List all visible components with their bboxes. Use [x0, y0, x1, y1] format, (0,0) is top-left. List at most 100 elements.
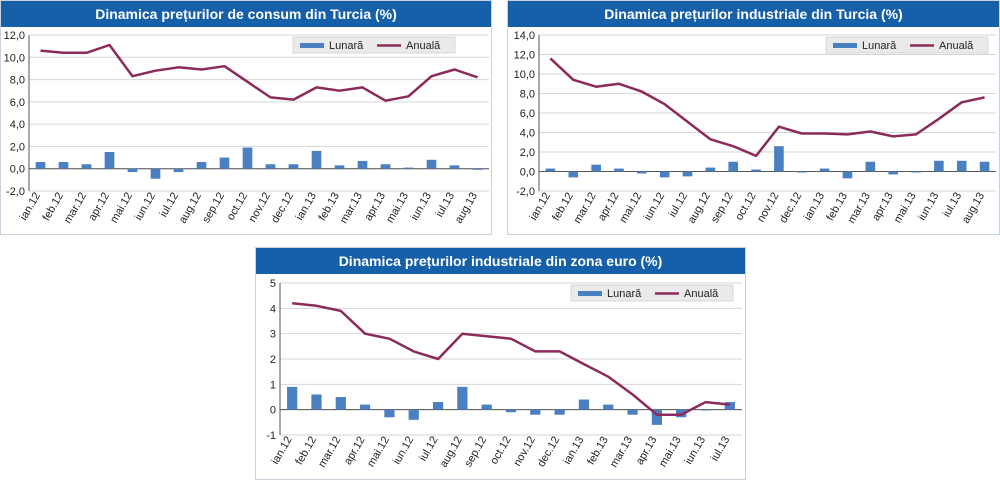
bar-lunara [614, 168, 624, 172]
x-tick-label: mar.13 [846, 191, 873, 226]
chart-title: Dinamica prețurilor industriale din Turc… [508, 1, 999, 27]
chart-panel-industrial-prices-eurozone: Dinamica prețurilor industriale din zona… [255, 247, 746, 480]
bar-lunara [219, 157, 230, 169]
chart-svg: 543210-1ian.12feb.12mar.12apr.12mai.12iu… [266, 278, 742, 470]
x-tick-label: dec.12 [535, 435, 562, 470]
x-tick-label: dec.12 [269, 191, 296, 226]
x-tick-label: aug.12 [177, 191, 204, 226]
x-tick-label: iul.13 [941, 191, 965, 220]
chart-svg: 12,010,08,06,04,02,00,0-2,0ian.12feb.12m… [4, 30, 489, 226]
y-tick-label: 4,0 [10, 119, 25, 131]
bar-lunara [35, 162, 46, 169]
bar-lunara [842, 171, 853, 179]
bar-lunara [150, 168, 161, 179]
legend-label-anuala: Anuală [939, 40, 974, 52]
line-anuala [292, 302, 730, 416]
x-tick-label: mar.12 [572, 191, 599, 226]
x-tick-label: ian.13 [561, 435, 586, 467]
bar-lunara [728, 161, 739, 172]
bar-lunara [774, 146, 784, 172]
y-tick-label: 2,0 [10, 141, 25, 153]
bar-lunara [481, 404, 492, 410]
legend-label-lunara: Lunară [607, 288, 642, 300]
bar-lunara [530, 409, 541, 415]
x-tick-label: mar.13 [608, 435, 635, 470]
chart-svg: 14,012,010,08,06,04,02,00,0-2,0ian.12feb… [514, 30, 996, 226]
bar-lunara [554, 409, 565, 415]
bar-lunara [637, 171, 647, 174]
bar-lunara [682, 171, 693, 177]
bar-lunara [659, 171, 670, 178]
bar-lunara [578, 399, 590, 410]
x-tick-label: dec.12 [777, 191, 804, 226]
y-tick-label: 1 [270, 379, 276, 391]
legend-box [825, 36, 989, 54]
y-tick-label: 14,0 [514, 30, 535, 42]
bar-lunara [449, 165, 460, 169]
x-tick-label: iul.13 [709, 435, 733, 464]
bar-lunara [627, 409, 638, 415]
x-tick-label: iul.12 [417, 435, 441, 464]
bar-lunara [380, 164, 391, 169]
bar-lunara [265, 164, 276, 169]
bar-lunara [956, 160, 967, 172]
y-tick-label: 4,0 [520, 128, 535, 140]
x-tick-label: mai.12 [365, 435, 392, 470]
bar-lunara [603, 404, 614, 410]
bar-lunara [242, 147, 253, 169]
chart-panel-industrial-prices-turkey: Dinamica prețurilor industriale din Turc… [507, 0, 1000, 235]
x-tick-label: iun.13 [409, 191, 434, 223]
x-tick-label: apr.12 [342, 435, 368, 467]
x-tick-label: iul.12 [158, 191, 182, 220]
x-tick-label: aug.13 [453, 191, 480, 226]
legend-swatch-lunara [833, 43, 857, 48]
x-tick-label: iun.12 [642, 191, 667, 223]
bar-lunara [335, 397, 346, 410]
x-tick-label: aug.12 [686, 191, 713, 226]
legend-label-lunara: Lunară [329, 40, 364, 52]
x-tick-label: iun.12 [133, 191, 158, 223]
bar-lunara [403, 167, 414, 169]
bar-lunara [334, 165, 345, 169]
bar-lunara [591, 164, 601, 172]
bar-lunara [724, 402, 735, 410]
x-tick-label: aug.13 [960, 191, 987, 226]
x-tick-label: ian.13 [802, 191, 827, 223]
bar-lunara [359, 404, 371, 410]
x-tick-label: sep.12 [462, 435, 489, 470]
bar-lunara [196, 162, 207, 169]
x-tick-label: feb.13 [585, 435, 611, 467]
bar-lunara [700, 409, 711, 411]
bar-lunara [81, 164, 92, 169]
x-tick-label: aug.12 [438, 435, 465, 470]
line-anuala [40, 43, 478, 102]
x-tick-label: oct.12 [488, 435, 513, 467]
x-tick-label: iun.13 [916, 191, 941, 223]
chart-panel-consumer-prices-turkey: Dinamica prețurilor de consum din Turcia… [0, 0, 492, 235]
x-tick-label: mai.12 [618, 191, 645, 226]
y-tick-label: 0,0 [520, 167, 535, 179]
y-tick-label: -1 [266, 430, 276, 442]
bar-lunara [357, 160, 368, 169]
y-tick-label: 0,0 [10, 164, 25, 176]
x-tick-label: iun.12 [391, 435, 416, 467]
bar-lunara [472, 168, 483, 170]
bar-lunara [384, 409, 395, 418]
legend-swatch-lunara [578, 291, 602, 296]
y-tick-label: 10,0 [514, 69, 535, 81]
bar-lunara [979, 161, 990, 172]
bar-lunara [865, 161, 876, 172]
bar-lunara [751, 169, 761, 172]
bar-lunara [505, 409, 517, 413]
bar-lunara [651, 409, 663, 425]
x-tick-label: mai.13 [892, 191, 919, 226]
legend-label-lunara: Lunară [862, 40, 897, 52]
legend-label-anuala: Anuală [406, 40, 441, 52]
bar-lunara [288, 164, 299, 169]
x-tick-label: iun.13 [683, 435, 708, 467]
bar-lunara [432, 402, 444, 410]
legend-label-anuala: Anuală [684, 288, 719, 300]
y-tick-label: 12,0 [514, 50, 535, 62]
bar-lunara [796, 171, 807, 173]
bar-lunara [311, 150, 322, 169]
